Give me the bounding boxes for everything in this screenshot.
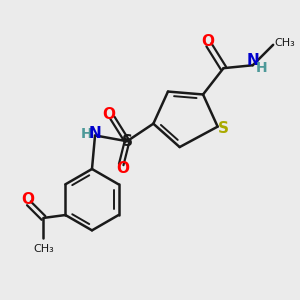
Text: S: S [122,134,133,149]
Text: H: H [256,61,267,75]
Text: O: O [116,161,129,176]
Text: O: O [102,107,116,122]
Text: CH₃: CH₃ [33,244,54,254]
Text: H: H [81,127,92,141]
Text: N: N [88,126,101,141]
Text: CH₃: CH₃ [274,38,296,48]
Text: N: N [246,53,259,68]
Text: O: O [21,192,34,207]
Text: O: O [201,34,214,50]
Text: S: S [218,121,229,136]
